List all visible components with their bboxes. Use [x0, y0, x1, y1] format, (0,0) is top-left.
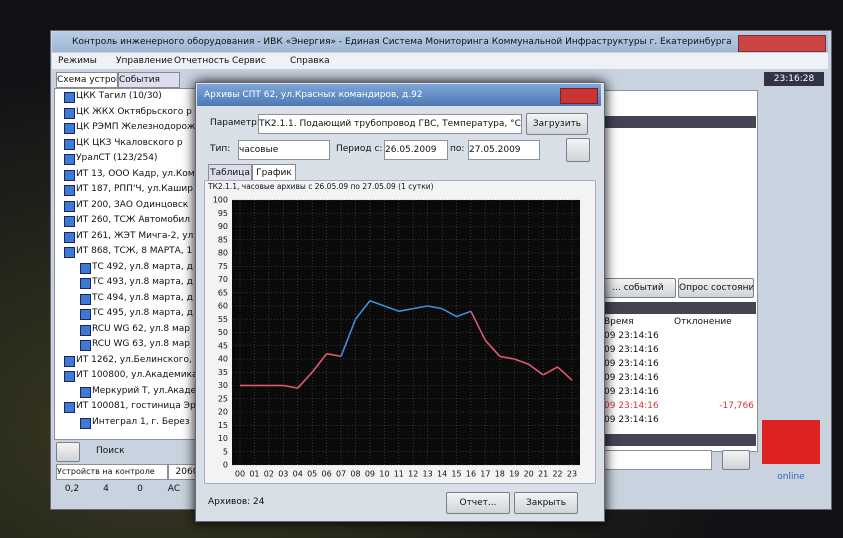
y-tick-label: 45 — [218, 341, 228, 350]
x-tick-label: 08 — [350, 470, 360, 479]
x-tick-label: 04 — [293, 470, 303, 479]
x-tick-label: 06 — [322, 470, 332, 479]
y-tick-label: 25 — [218, 394, 228, 403]
x-tick-label: 19 — [509, 470, 519, 479]
x-tick-label: 16 — [466, 470, 476, 479]
y-tick-label: 85 — [218, 235, 228, 244]
x-tick-label: 05 — [307, 470, 317, 479]
y-tick-label: 30 — [218, 381, 228, 390]
x-tick-label: 00 — [235, 470, 245, 479]
x-tick-label: 01 — [249, 470, 259, 479]
x-tick-label: 09 — [365, 470, 375, 479]
y-tick-label: 90 — [218, 222, 228, 231]
x-tick-label: 22 — [552, 470, 562, 479]
x-tick-label: 17 — [480, 470, 490, 479]
y-tick-label: 60 — [218, 302, 228, 311]
y-tick-label: 15 — [218, 421, 228, 430]
x-tick-label: 21 — [538, 470, 548, 479]
x-tick-label: 18 — [495, 470, 505, 479]
y-tick-label: 50 — [218, 328, 228, 337]
y-tick-label: 70 — [218, 275, 228, 284]
x-tick-label: 11 — [394, 470, 404, 479]
y-tick-label: 95 — [218, 209, 228, 218]
y-tick-label: 40 — [218, 355, 228, 364]
y-tick-label: 75 — [218, 262, 228, 271]
x-tick-label: 20 — [524, 470, 534, 479]
x-tick-label: 02 — [264, 470, 274, 479]
x-tick-label: 14 — [437, 470, 447, 479]
x-tick-label: 23 — [567, 470, 577, 479]
y-tick-label: 100 — [213, 196, 228, 205]
x-tick-label: 12 — [408, 470, 418, 479]
screen: Контроль инженерного оборудования - ИВК … — [0, 0, 843, 538]
y-tick-label: 55 — [218, 315, 228, 324]
x-tick-label: 10 — [379, 470, 389, 479]
chart: 0510152025303540455055606570758085909510… — [0, 0, 843, 538]
x-tick-label: 15 — [451, 470, 461, 479]
x-tick-label: 13 — [423, 470, 433, 479]
y-tick-label: 20 — [218, 408, 228, 417]
y-tick-label: 35 — [218, 368, 228, 377]
x-tick-label: 03 — [278, 470, 288, 479]
x-tick-label: 07 — [336, 470, 346, 479]
y-tick-label: 65 — [218, 288, 228, 297]
y-tick-label: 0 — [223, 461, 228, 470]
y-tick-label: 80 — [218, 249, 228, 258]
y-tick-label: 5 — [223, 447, 228, 456]
y-tick-label: 10 — [218, 434, 228, 443]
